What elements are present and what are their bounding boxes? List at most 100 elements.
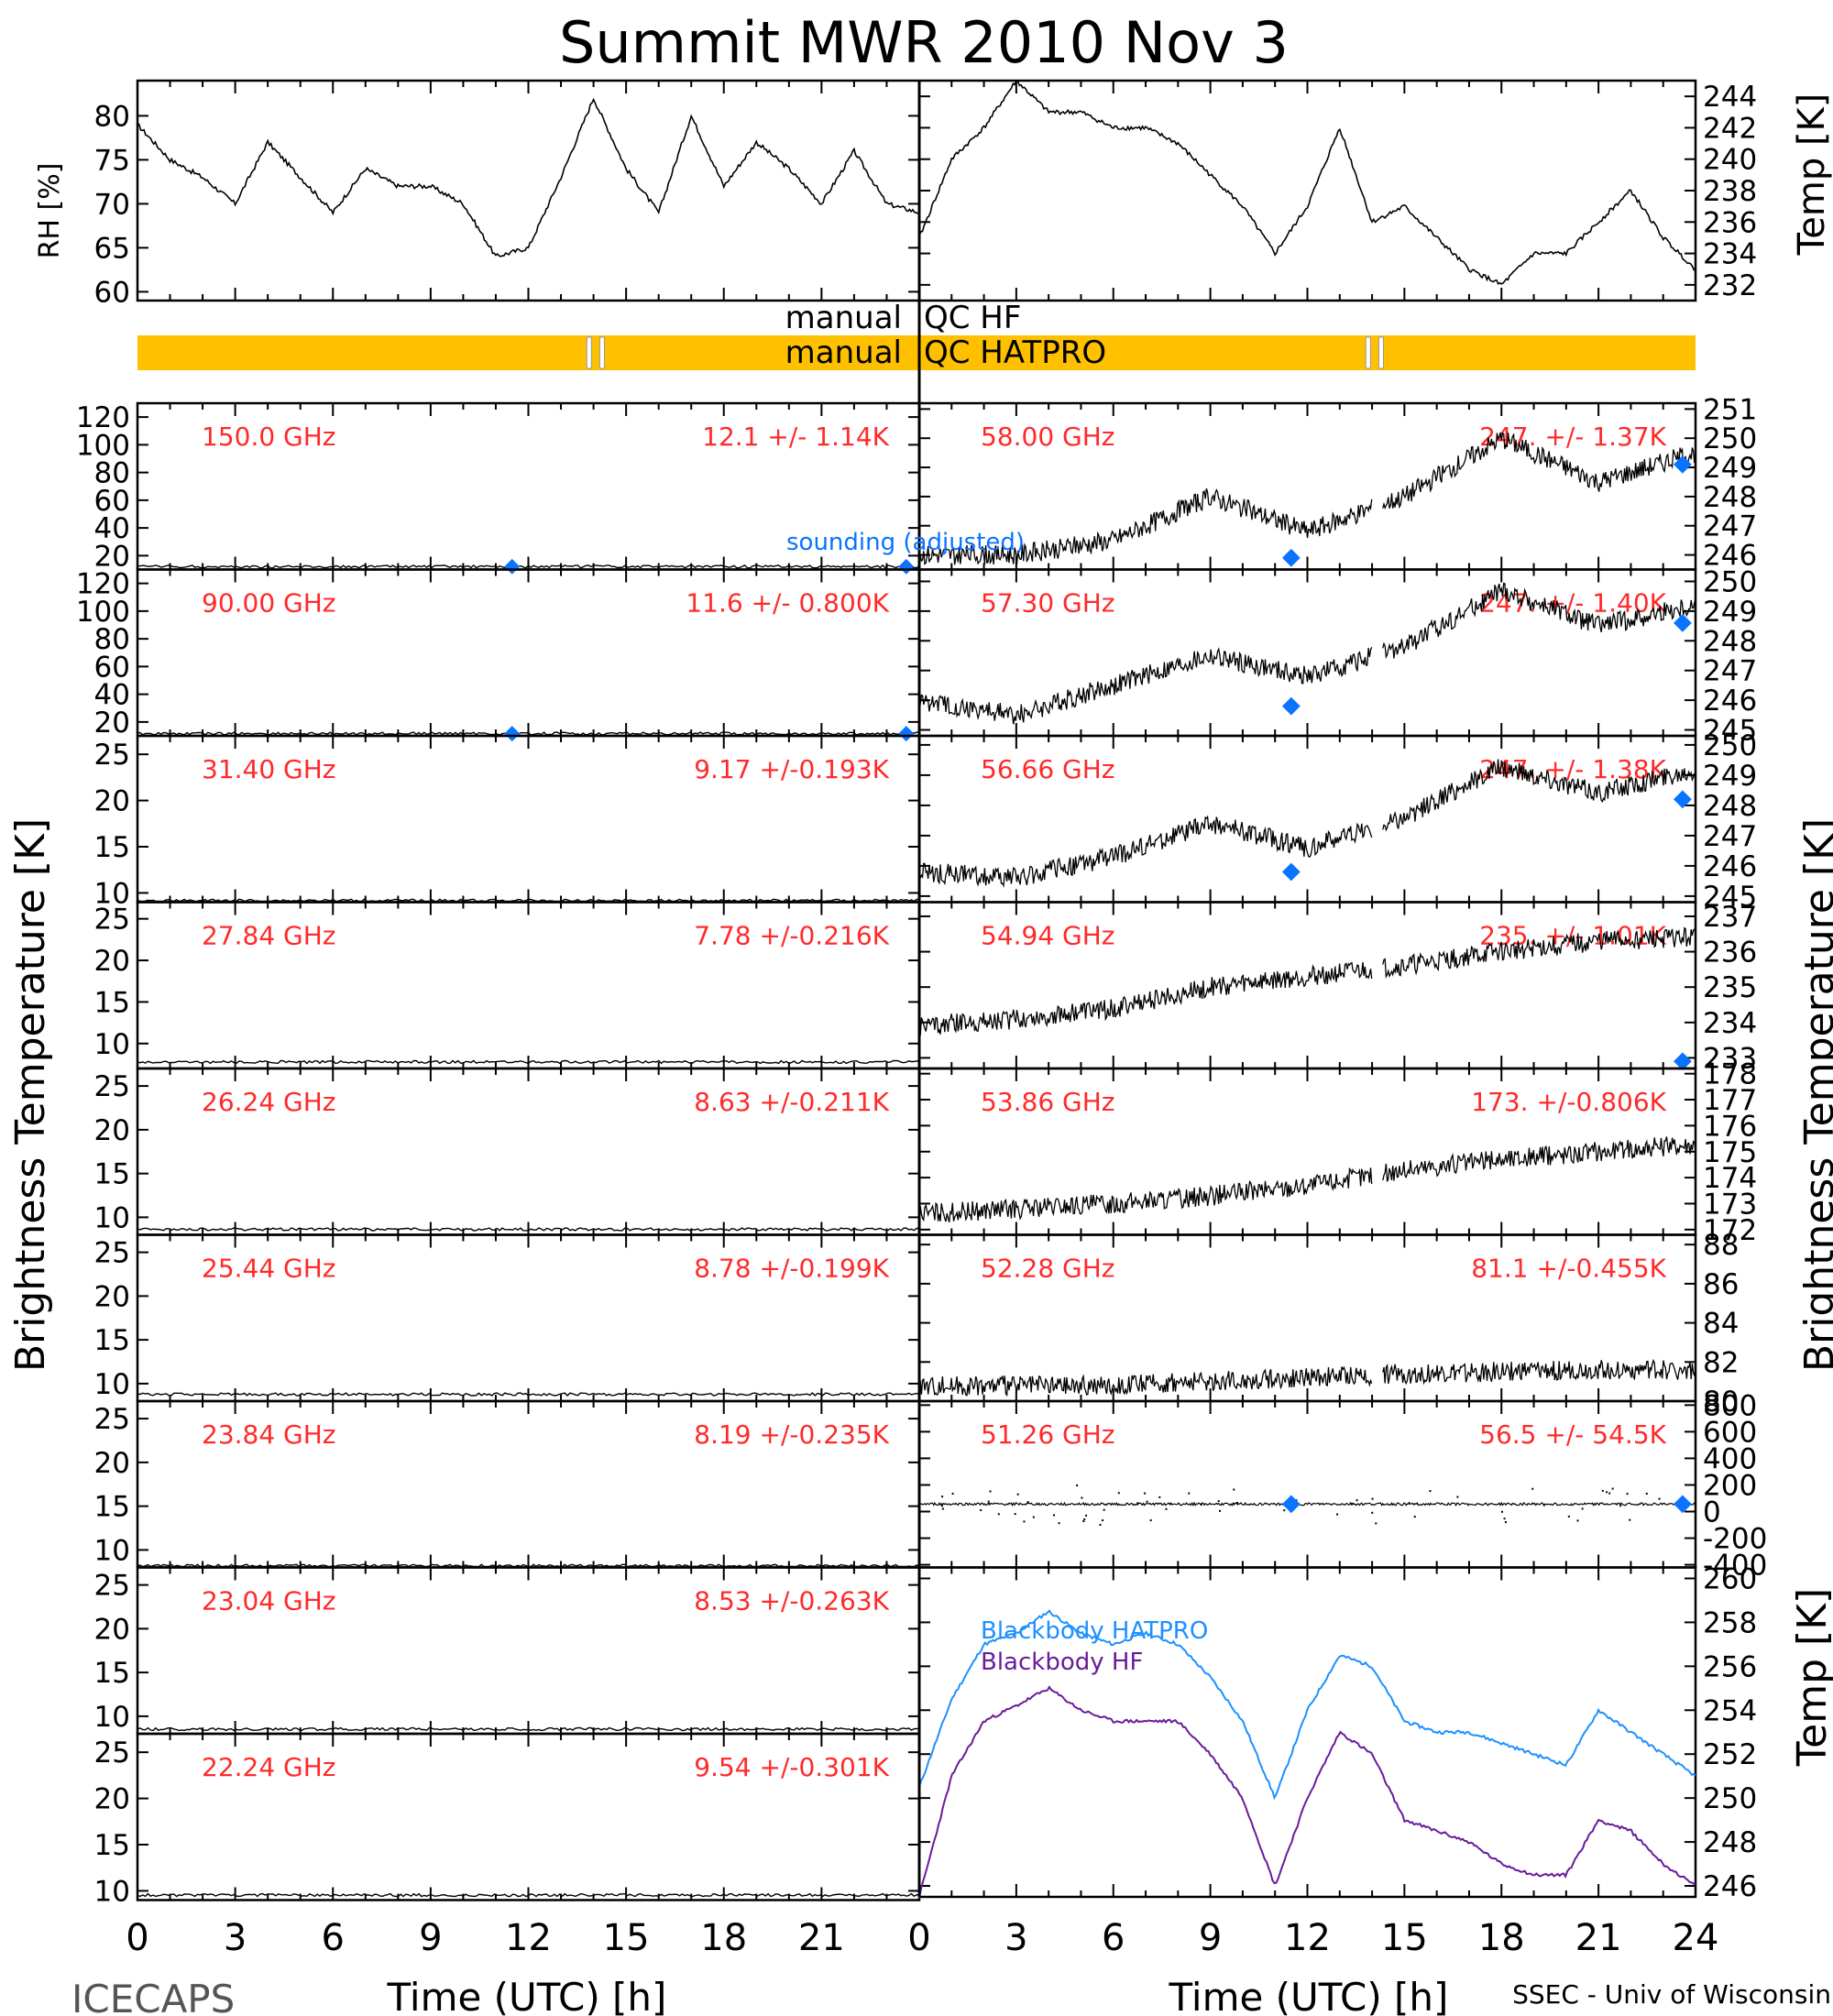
- y-tick-label: -200: [1703, 1523, 1767, 1556]
- left-panel-series: [137, 1227, 920, 1232]
- scatter-point: [1567, 1515, 1570, 1517]
- y-tick-label: 247: [1703, 655, 1757, 688]
- sounding-marker: [504, 726, 521, 742]
- right-panel-freq: 52.28 GHz: [981, 1254, 1115, 1284]
- right-panel-freq: 57.30 GHz: [981, 588, 1115, 619]
- qc-gaps: [586, 336, 1384, 369]
- y-tick-label: 800: [1703, 1389, 1757, 1422]
- scatter-point: [1606, 1491, 1608, 1494]
- y-tick-label: 100: [76, 596, 130, 629]
- scatter-point: [1052, 1514, 1055, 1517]
- right-panel-stat: 81.1 +/-0.455K: [1471, 1254, 1666, 1284]
- y-tick-label: 250: [1703, 565, 1757, 598]
- x-tick-label-right: 21: [1575, 1917, 1622, 1959]
- left-panel-stat: 8.19 +/-0.235K: [694, 1419, 889, 1450]
- y-tick-label: 249: [1703, 452, 1757, 485]
- left-panel-series: [137, 564, 920, 569]
- x-tick-label-right: 24: [1673, 1917, 1719, 1959]
- y-tick-label: 177: [1703, 1084, 1757, 1117]
- y-tick-label: 25: [94, 904, 130, 937]
- y-tick-label: 65: [94, 232, 130, 265]
- y-tick-label: 246: [1703, 685, 1757, 718]
- left-panel-series: [137, 1892, 920, 1898]
- scatter-point: [1619, 1505, 1622, 1507]
- right-ylabel: Brightness Temperature [K]: [1796, 818, 1833, 1372]
- right-panel-series: [918, 432, 1696, 565]
- scatter-point: [1531, 1487, 1534, 1490]
- scatter-point: [1165, 1507, 1168, 1510]
- scatter-point: [1058, 1522, 1060, 1525]
- y-tick-label: 246: [1703, 540, 1757, 573]
- scatter-point: [1352, 1502, 1355, 1505]
- qc-gap: [598, 336, 605, 369]
- qc-gap: [586, 336, 592, 369]
- figure-title: Summit MWR 2010 Nov 3: [559, 9, 1289, 76]
- scatter-point: [1629, 1518, 1631, 1521]
- sounding-marker: [1673, 1495, 1692, 1514]
- qc-manual-2: manual: [785, 334, 902, 371]
- left-panel-stat: 12.1 +/- 1.14K: [702, 422, 889, 452]
- y-tick-label: 60: [94, 276, 130, 309]
- y-tick-label: 234: [1703, 1007, 1757, 1040]
- sounding-marker: [1281, 696, 1301, 716]
- y-tick-label: 400: [1703, 1442, 1757, 1475]
- y-tick-label: 20: [94, 540, 130, 573]
- y-tick-label: 25: [94, 1237, 130, 1270]
- scatter-point: [1581, 1507, 1584, 1510]
- scatter-point: [1576, 1519, 1579, 1522]
- bb-hf-line: [918, 1685, 1696, 1899]
- y-tick-label: 0: [1703, 1496, 1721, 1529]
- left-panel-freq: 26.24 GHz: [202, 1087, 336, 1117]
- left-panel-stat: 11.6 +/- 0.800K: [686, 588, 889, 619]
- left-panel-freq: 31.40 GHz: [202, 754, 336, 784]
- scatter-point: [1016, 1493, 1019, 1496]
- y-tick-label: 15: [94, 1657, 130, 1690]
- left-panel-stat: 7.78 +/-0.216K: [694, 921, 889, 951]
- y-tick-label: 258: [1703, 1606, 1757, 1639]
- y-tick-label: 15: [94, 831, 130, 864]
- scatter-point: [1233, 1488, 1235, 1491]
- right-panel-series: [918, 1501, 1696, 1507]
- scatter-point: [1149, 1519, 1152, 1522]
- y-tick-label: 60: [94, 651, 130, 684]
- x-tick-label-right: 15: [1381, 1917, 1428, 1959]
- scatter-point: [987, 1500, 990, 1503]
- y-tick-label: 15: [94, 1158, 130, 1191]
- x-tick-label-right: 0: [907, 1917, 930, 1959]
- y-tick-label: 20: [94, 1114, 130, 1147]
- y-tick-label: 247: [1703, 510, 1757, 543]
- scatter-point: [1608, 1492, 1611, 1495]
- y-tick-label: 25: [94, 1737, 130, 1769]
- y-tick-label: 25: [94, 1570, 130, 1603]
- x-tick-label-left: 3: [224, 1917, 247, 1959]
- y-tick-label: 15: [94, 1829, 130, 1862]
- left-panel: 25 20 15 10 23.84 GHz 8.19 +/-0.235K: [94, 1399, 921, 1569]
- bb-hf-label: Blackbody HF: [981, 1649, 1143, 1676]
- scatter-point: [1504, 1521, 1507, 1524]
- x-tick-label-left: 6: [322, 1917, 345, 1959]
- y-tick-label: 249: [1703, 760, 1757, 793]
- left-panel-stat: 9.17 +/-0.193K: [694, 754, 889, 784]
- scatter-point: [1117, 1492, 1120, 1495]
- rh-ylabel: RH [%]: [34, 163, 66, 259]
- y-tick-label: 15: [94, 1491, 130, 1524]
- temp-bottom-ylabel: Temp [K]: [1789, 1588, 1833, 1767]
- scatter-point: [1082, 1520, 1085, 1523]
- left-panel-stat: 9.54 +/-0.301K: [694, 1752, 889, 1782]
- y-tick-label: 10: [94, 1534, 130, 1567]
- scatter-point: [1014, 1513, 1016, 1516]
- y-tick-label: 82: [1703, 1346, 1739, 1379]
- y-tick-label: 20: [94, 707, 130, 740]
- left-panel-series: [137, 1392, 920, 1397]
- scatter-point: [1144, 1492, 1147, 1495]
- scatter-point: [1542, 1504, 1545, 1507]
- sounding-label: sounding (adjusted): [786, 529, 1025, 556]
- scatter-point: [1103, 1508, 1105, 1511]
- scatter-point: [1136, 1502, 1139, 1505]
- y-tick-label: 70: [94, 188, 130, 221]
- left-ylabel: Brightness Temperature [K]: [7, 818, 54, 1372]
- y-tick-label: 248: [1703, 481, 1757, 514]
